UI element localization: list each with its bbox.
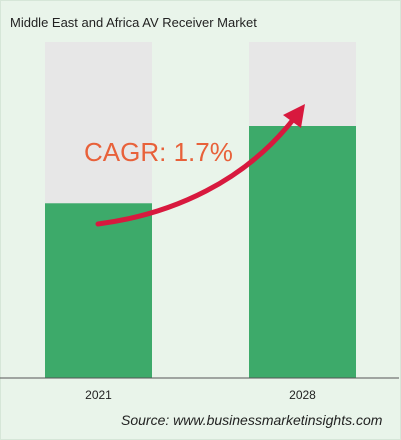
chart-title: Middle East and Africa AV Receiver Marke… (10, 15, 257, 30)
bar-2028 (249, 126, 356, 378)
bar-2021 (45, 203, 152, 378)
growth-arrow (95, 118, 295, 227)
x-tick-label-2021: 2021 (85, 388, 112, 402)
source-note: Source: www.businessmarketinsights.com (121, 412, 383, 428)
growth-arrowhead (283, 104, 305, 128)
x-tick-label-2028: 2028 (289, 388, 316, 402)
cagr-annotation: CAGR: 1.7% (84, 137, 233, 167)
